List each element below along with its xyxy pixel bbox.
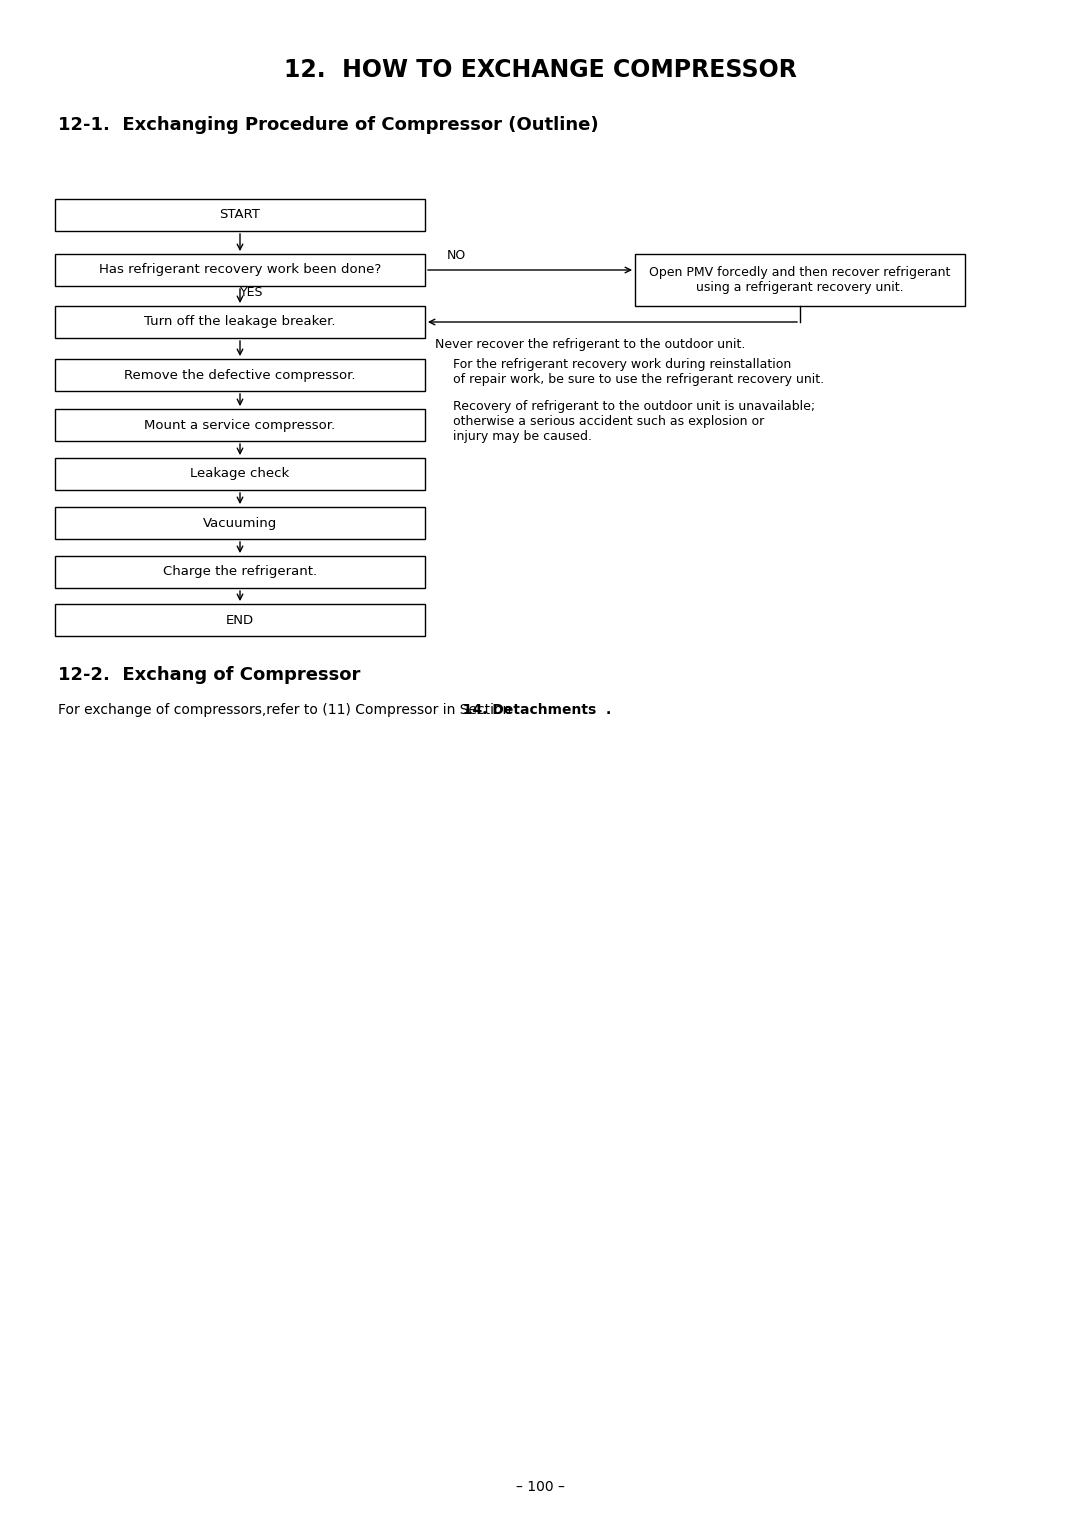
Bar xyxy=(55,506,426,538)
Text: Charge the refrigerant.: Charge the refrigerant. xyxy=(163,566,318,578)
Text: YES: YES xyxy=(240,285,264,299)
Text: 12-2.  Exchang of Compressor: 12-2. Exchang of Compressor xyxy=(58,666,361,685)
Text: 12-1.  Exchanging Procedure of Compressor (Outline): 12-1. Exchanging Procedure of Compressor… xyxy=(58,116,598,134)
Text: Recovery of refrigerant to the outdoor unit is unavailable;
otherwise a serious : Recovery of refrigerant to the outdoor u… xyxy=(453,400,815,442)
Bar xyxy=(55,358,426,390)
Text: 12.  HOW TO EXCHANGE COMPRESSOR: 12. HOW TO EXCHANGE COMPRESSOR xyxy=(284,58,796,82)
Text: START: START xyxy=(219,209,260,221)
Text: Turn off the leakage breaker.: Turn off the leakage breaker. xyxy=(145,316,336,328)
Bar xyxy=(55,198,426,230)
Text: Mount a service compressor.: Mount a service compressor. xyxy=(145,418,336,432)
Text: For the refrigerant recovery work during reinstallation
of repair work, be sure : For the refrigerant recovery work during… xyxy=(453,358,824,386)
Bar xyxy=(635,255,966,307)
Bar xyxy=(55,458,426,490)
Text: END: END xyxy=(226,613,254,627)
Text: Has refrigerant recovery work been done?: Has refrigerant recovery work been done? xyxy=(99,264,381,276)
Bar xyxy=(55,557,426,589)
Text: Vacuuming: Vacuuming xyxy=(203,517,278,529)
Text: 14. Detachments  .: 14. Detachments . xyxy=(453,703,611,717)
Text: Never recover the refrigerant to the outdoor unit.: Never recover the refrigerant to the out… xyxy=(435,339,745,351)
Text: – 100 –: – 100 – xyxy=(515,1479,565,1494)
Bar xyxy=(55,604,426,636)
Text: For exchange of compressors,refer to (11) Compressor in Section: For exchange of compressors,refer to (11… xyxy=(58,703,511,717)
Text: Open PMV forcedly and then recover refrigerant
using a refrigerant recovery unit: Open PMV forcedly and then recover refri… xyxy=(649,265,950,294)
Text: NO: NO xyxy=(447,249,467,262)
Text: Leakage check: Leakage check xyxy=(190,468,289,480)
Bar xyxy=(55,307,426,339)
Text: Remove the defective compressor.: Remove the defective compressor. xyxy=(124,369,355,381)
Bar xyxy=(55,255,426,287)
Bar xyxy=(55,409,426,441)
